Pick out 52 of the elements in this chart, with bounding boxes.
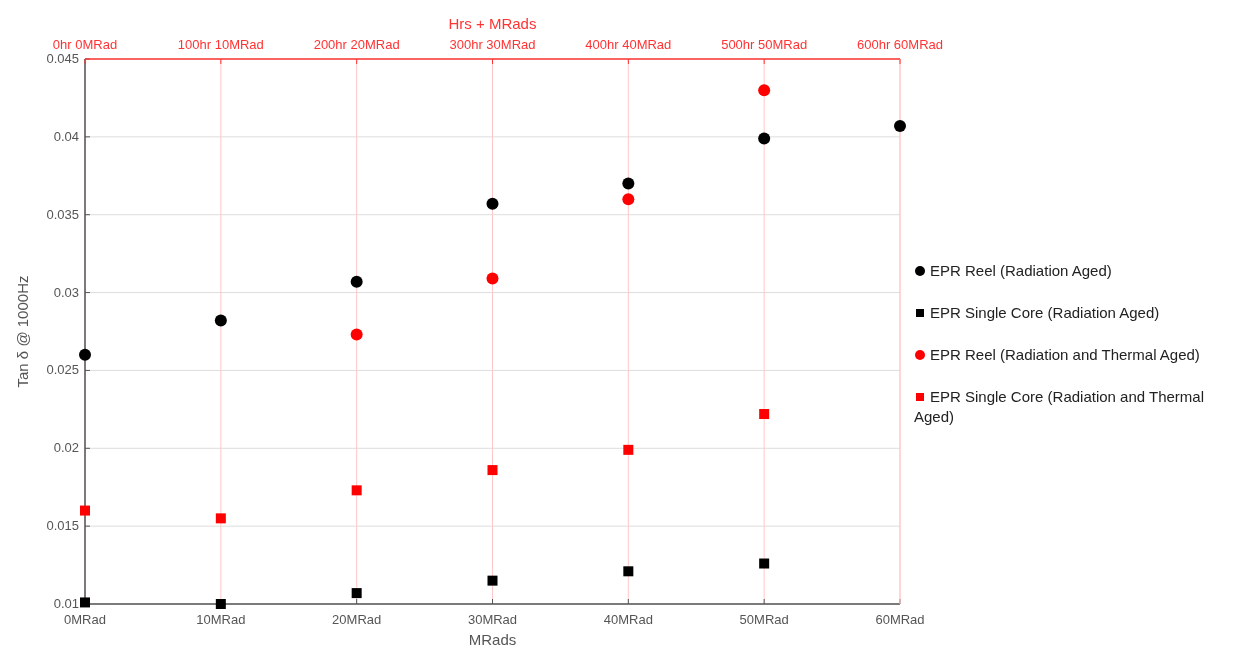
text: 400hr 40MRad: [585, 37, 672, 52]
point: [80, 597, 90, 608]
x-tick-label: 30MRad: [467, 612, 518, 627]
text: 0hr 0MRad: [52, 37, 118, 52]
point: [215, 599, 226, 609]
point: [759, 558, 770, 569]
legend-label: EPR Single Core (Radiation Aged): [930, 304, 1160, 321]
point: [486, 197, 499, 210]
point: [487, 465, 498, 476]
x-tick-label: 10MRad: [196, 612, 246, 627]
point: [623, 444, 634, 455]
point: [758, 84, 771, 97]
point: [350, 275, 363, 288]
x-axis-title: MRads: [468, 631, 517, 648]
x2-axis-title: Hrs + MRads: [448, 15, 537, 32]
point: [894, 119, 906, 132]
y-tick-label: 0.04: [53, 128, 79, 144]
y-tick-label: 0.02: [53, 440, 79, 456]
text: 300hr 30MRad: [449, 37, 536, 52]
point: [622, 177, 635, 190]
point: [80, 505, 90, 516]
point: [214, 314, 227, 327]
point: [350, 328, 363, 341]
point: [351, 588, 362, 599]
text: 100hr 10MRad: [177, 37, 264, 52]
x-tick-label: 40MRad: [603, 612, 653, 627]
point: [622, 193, 635, 206]
point: [486, 272, 499, 285]
legend-label: EPR Reel (Radiation and Thermal Aged): [930, 346, 1200, 363]
y-tick-label: 0.01: [53, 596, 79, 611]
x-tick-label: 0MRad: [64, 612, 106, 627]
y-axis-title: Tan δ @ 1000Hz: [14, 275, 31, 388]
x-tick-label: 20MRad: [332, 612, 382, 627]
y-tick-label: 0.015: [46, 518, 79, 534]
x-tick-label: 50MRad: [739, 612, 789, 627]
point: [351, 485, 362, 496]
point: [487, 575, 498, 586]
point: [215, 513, 226, 524]
x-tick-label: 60MRad: [875, 612, 925, 627]
text: 500hr 50MRad: [721, 37, 808, 52]
legend-label: EPR Reel (Radiation Aged): [930, 262, 1112, 279]
point: [623, 566, 634, 577]
point: [758, 132, 771, 145]
text: 600hr 60MRad: [857, 37, 943, 52]
text: 200hr 20MRad: [313, 37, 400, 52]
y-tick-label: 0.035: [46, 206, 79, 222]
point: [759, 409, 770, 420]
point: [79, 348, 91, 361]
y-tick-label: 0.025: [46, 362, 79, 378]
y-tick-label: 0.045: [46, 51, 79, 66]
y-tick-label: 0.03: [53, 284, 79, 300]
legend-label: EPR Single Core (Radiation and Thermal Aged): [914, 388, 1205, 425]
